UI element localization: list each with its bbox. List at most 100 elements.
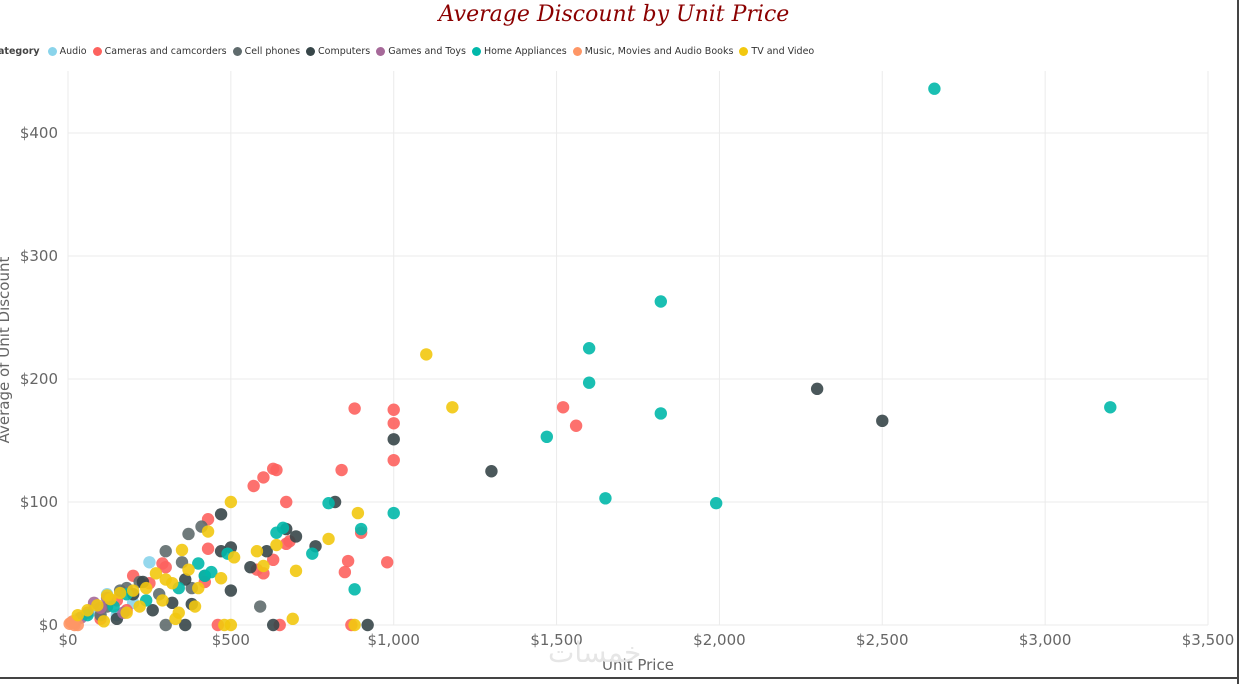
legend-dot <box>47 46 57 56</box>
chart-title: Average Discount by Unit Price <box>438 2 790 27</box>
data-point <box>257 559 270 573</box>
axes: $0 $500 $1,000 $1,500 $2,000 $2,500 $3,000 $3,5… <box>0 124 1234 674</box>
data-point <box>247 479 260 493</box>
legend-item-0[interactable]: Audio <box>47 45 87 57</box>
data-point <box>446 401 459 414</box>
data-point <box>175 543 189 557</box>
frame-border-right <box>1237 0 1239 684</box>
data-point <box>270 538 283 552</box>
data-point <box>188 600 202 613</box>
data-point <box>387 453 400 467</box>
data-point <box>322 497 335 510</box>
data-point <box>126 584 140 597</box>
data-point <box>582 376 596 389</box>
data-point <box>192 581 205 595</box>
data-point <box>267 553 280 567</box>
legend-label: Cameras and camcorders <box>104 45 227 57</box>
data-point <box>876 414 889 428</box>
data-point <box>244 560 257 574</box>
data-point <box>322 532 335 546</box>
data-point <box>348 402 361 415</box>
data-point <box>338 565 352 579</box>
data-point <box>654 407 667 420</box>
data-point <box>253 600 267 613</box>
data-point <box>335 463 348 477</box>
data-point <box>201 542 215 555</box>
data-point <box>182 527 195 541</box>
y-tick-label: $0 <box>39 616 58 634</box>
y-tick-label: $400 <box>20 124 58 142</box>
data-point <box>71 618 84 632</box>
data-point <box>214 508 228 521</box>
data-point <box>387 403 400 416</box>
legend-label: Cell phones <box>244 45 301 57</box>
data-point <box>351 506 365 520</box>
data-point <box>270 463 283 477</box>
legend-item-6[interactable]: Music, Movies and Audio Books <box>572 46 733 57</box>
data-point <box>361 618 374 632</box>
data-point <box>540 430 553 444</box>
data-point <box>201 525 215 538</box>
data-point <box>280 495 293 509</box>
data-point <box>182 563 195 576</box>
legend-label: Audio <box>59 45 87 57</box>
legend-item-7[interactable]: TV and Video <box>739 46 814 57</box>
data-point <box>224 584 238 597</box>
legend-item-2[interactable]: Cell phones <box>232 45 301 57</box>
legend-item-1[interactable]: Cameras and camcorders <box>92 45 227 57</box>
data-point <box>260 545 273 558</box>
x-tick-label: $2,500 <box>856 631 909 649</box>
x-tick-label: $2,000 <box>693 631 746 649</box>
data-point <box>348 583 361 596</box>
data-point <box>289 530 303 543</box>
data-point <box>159 545 172 558</box>
x-tick-label: $500 <box>212 631 250 649</box>
legend-dot <box>376 46 386 56</box>
legend-dot <box>572 46 582 56</box>
data-point <box>381 556 394 569</box>
data-point <box>224 495 238 509</box>
data-point <box>387 433 400 446</box>
watermark-text: خمسات <box>548 636 642 669</box>
legend-dot <box>739 46 749 56</box>
data-point <box>485 465 498 478</box>
data-point <box>179 618 192 632</box>
data-point <box>569 419 583 432</box>
data-point <box>159 618 172 632</box>
data-point <box>97 615 111 628</box>
data-point <box>270 526 283 539</box>
data-point <box>289 564 303 578</box>
y-tick-label: $100 <box>20 493 58 511</box>
x-axis-title: Unit Price <box>602 656 674 674</box>
legend-title: ategory <box>0 45 40 57</box>
grid-lines <box>67 71 1209 626</box>
data-point <box>139 581 153 595</box>
data-points <box>63 82 1117 632</box>
data-point <box>387 506 400 520</box>
x-tick-label: $1,000 <box>367 631 420 649</box>
data-point <box>257 471 270 484</box>
frame-border-bottom <box>0 677 1239 679</box>
data-point <box>267 618 280 632</box>
legend-dot <box>232 46 242 56</box>
data-point <box>810 382 824 396</box>
data-point <box>341 554 355 568</box>
legend-label: Games and Toys <box>388 45 466 57</box>
data-point <box>143 556 156 569</box>
data-point <box>582 342 596 355</box>
data-point <box>100 589 114 602</box>
data-point <box>709 497 723 510</box>
legend-item-3[interactable]: Computers <box>306 46 370 57</box>
data-point <box>113 586 127 600</box>
legend-item-4[interactable]: Games and Toys <box>376 46 466 57</box>
data-point <box>227 551 241 564</box>
data-point <box>192 557 205 570</box>
data-point <box>286 612 299 626</box>
data-point <box>166 596 179 610</box>
legend-item-5[interactable]: Home Appliances <box>471 46 567 57</box>
data-point <box>198 569 211 582</box>
data-point <box>120 606 133 619</box>
legend-dot <box>92 46 102 56</box>
legend-dot <box>306 46 316 56</box>
